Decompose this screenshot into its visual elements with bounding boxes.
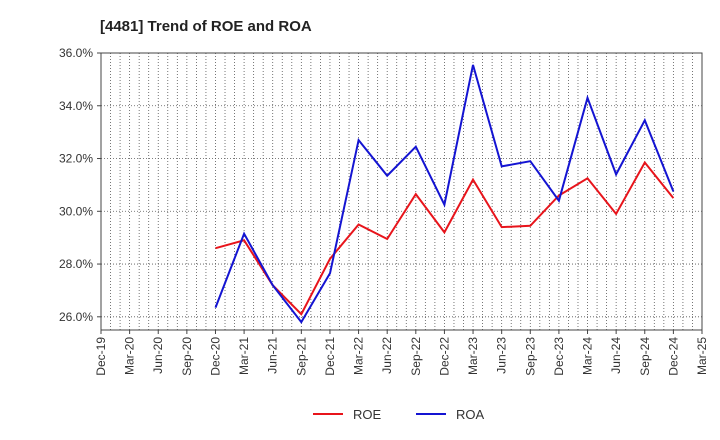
x-tick-label: Mar-21 (237, 337, 251, 375)
series-line-roe (215, 160, 675, 316)
x-tick-label: Jun-20 (151, 337, 165, 374)
x-tick-label: Jun-22 (380, 337, 394, 374)
y-tick-label: 30.0% (59, 204, 93, 218)
x-tick-label: Mar-23 (466, 337, 480, 375)
x-tick-label: Mar-24 (581, 337, 595, 375)
x-tick-label: Jun-21 (266, 337, 280, 374)
legend: ROE ROA (313, 407, 485, 422)
x-tick-label: Dec-21 (323, 337, 337, 376)
x-tick-label: Dec-19 (94, 337, 108, 376)
x-tick-label: Sep-23 (523, 337, 537, 376)
y-tick-label: 32.0% (59, 152, 93, 166)
y-tick-label: 26.0% (59, 310, 93, 324)
x-tick-label: Sep-20 (180, 337, 194, 376)
x-tick-label: Mar-22 (352, 337, 366, 375)
y-tick-label: 28.0% (59, 257, 93, 271)
x-tick-label: Dec-20 (208, 337, 222, 376)
x-tick-label: Mar-20 (123, 337, 137, 375)
x-tick-label: Jun-23 (495, 337, 509, 374)
axis-ticks: 26.0% 28.0% 30.0% 32.0% 34.0% 36.0% Dec-19 Mar-… (59, 46, 709, 376)
grid (101, 52, 702, 330)
x-tick-label: Sep-22 (409, 337, 423, 376)
x-tick-label: Sep-21 (294, 337, 308, 376)
x-tick-label: Dec-22 (437, 337, 451, 376)
x-tick-label: Dec-23 (552, 337, 566, 376)
series-line-roa (214, 64, 675, 324)
series-lines (214, 64, 675, 324)
legend-label-roe: ROE (353, 407, 382, 422)
plot-area (100, 52, 703, 331)
x-tick-label: Sep-24 (638, 337, 652, 376)
legend-label-roa: ROA (456, 407, 485, 422)
chart-title: [4481] Trend of ROE and ROA (100, 18, 312, 35)
y-tick-label: 36.0% (59, 46, 93, 60)
y-tick-label: 34.0% (59, 99, 93, 113)
x-tick-label: Dec-24 (666, 337, 680, 376)
x-tick-label: Mar-25 (695, 337, 709, 375)
x-tick-label: Jun-24 (609, 337, 623, 374)
